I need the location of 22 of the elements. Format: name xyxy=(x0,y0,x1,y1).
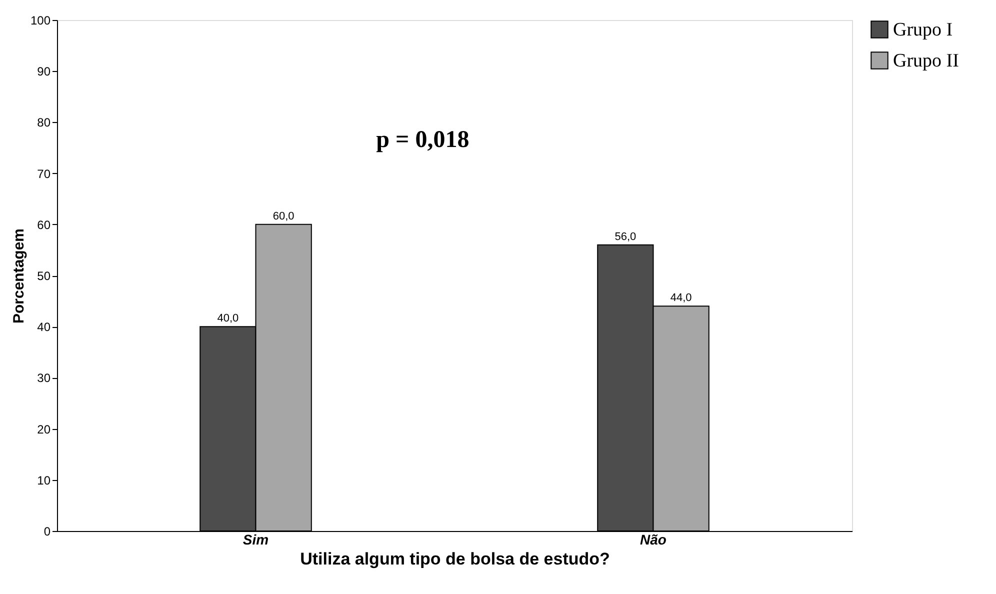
y-tick-label: 70 xyxy=(37,166,51,181)
y-tick-label: 60 xyxy=(37,218,51,232)
data-label: 40,0 xyxy=(217,312,239,325)
y-tick-label: 40 xyxy=(37,320,51,334)
y-tick-label: 20 xyxy=(37,422,51,436)
y-tick-label: 50 xyxy=(37,269,51,283)
y-tick-label: 30 xyxy=(37,371,51,386)
data-label: 60,0 xyxy=(272,210,294,222)
x-axis-title: Utiliza algum tipo de bolsa de estudo? xyxy=(300,550,610,568)
y-tick-label: 100 xyxy=(30,14,51,28)
y-tick-label: 80 xyxy=(37,116,51,130)
legend-label: Grupo I xyxy=(893,20,953,40)
legend-label: Grupo II xyxy=(893,50,959,72)
x-tick-label: Sim xyxy=(242,532,269,548)
y-tick-label: 90 xyxy=(37,64,51,79)
x-tick-label: Não xyxy=(640,532,667,548)
data-label: 44,0 xyxy=(670,292,692,304)
y-tick-label: 10 xyxy=(37,473,51,488)
y-tick-label: 0 xyxy=(44,524,51,538)
data-label: 56,0 xyxy=(614,230,636,243)
y-axis-title: Porcentagem xyxy=(10,228,28,324)
annotation: p = 0,018 xyxy=(376,127,470,154)
